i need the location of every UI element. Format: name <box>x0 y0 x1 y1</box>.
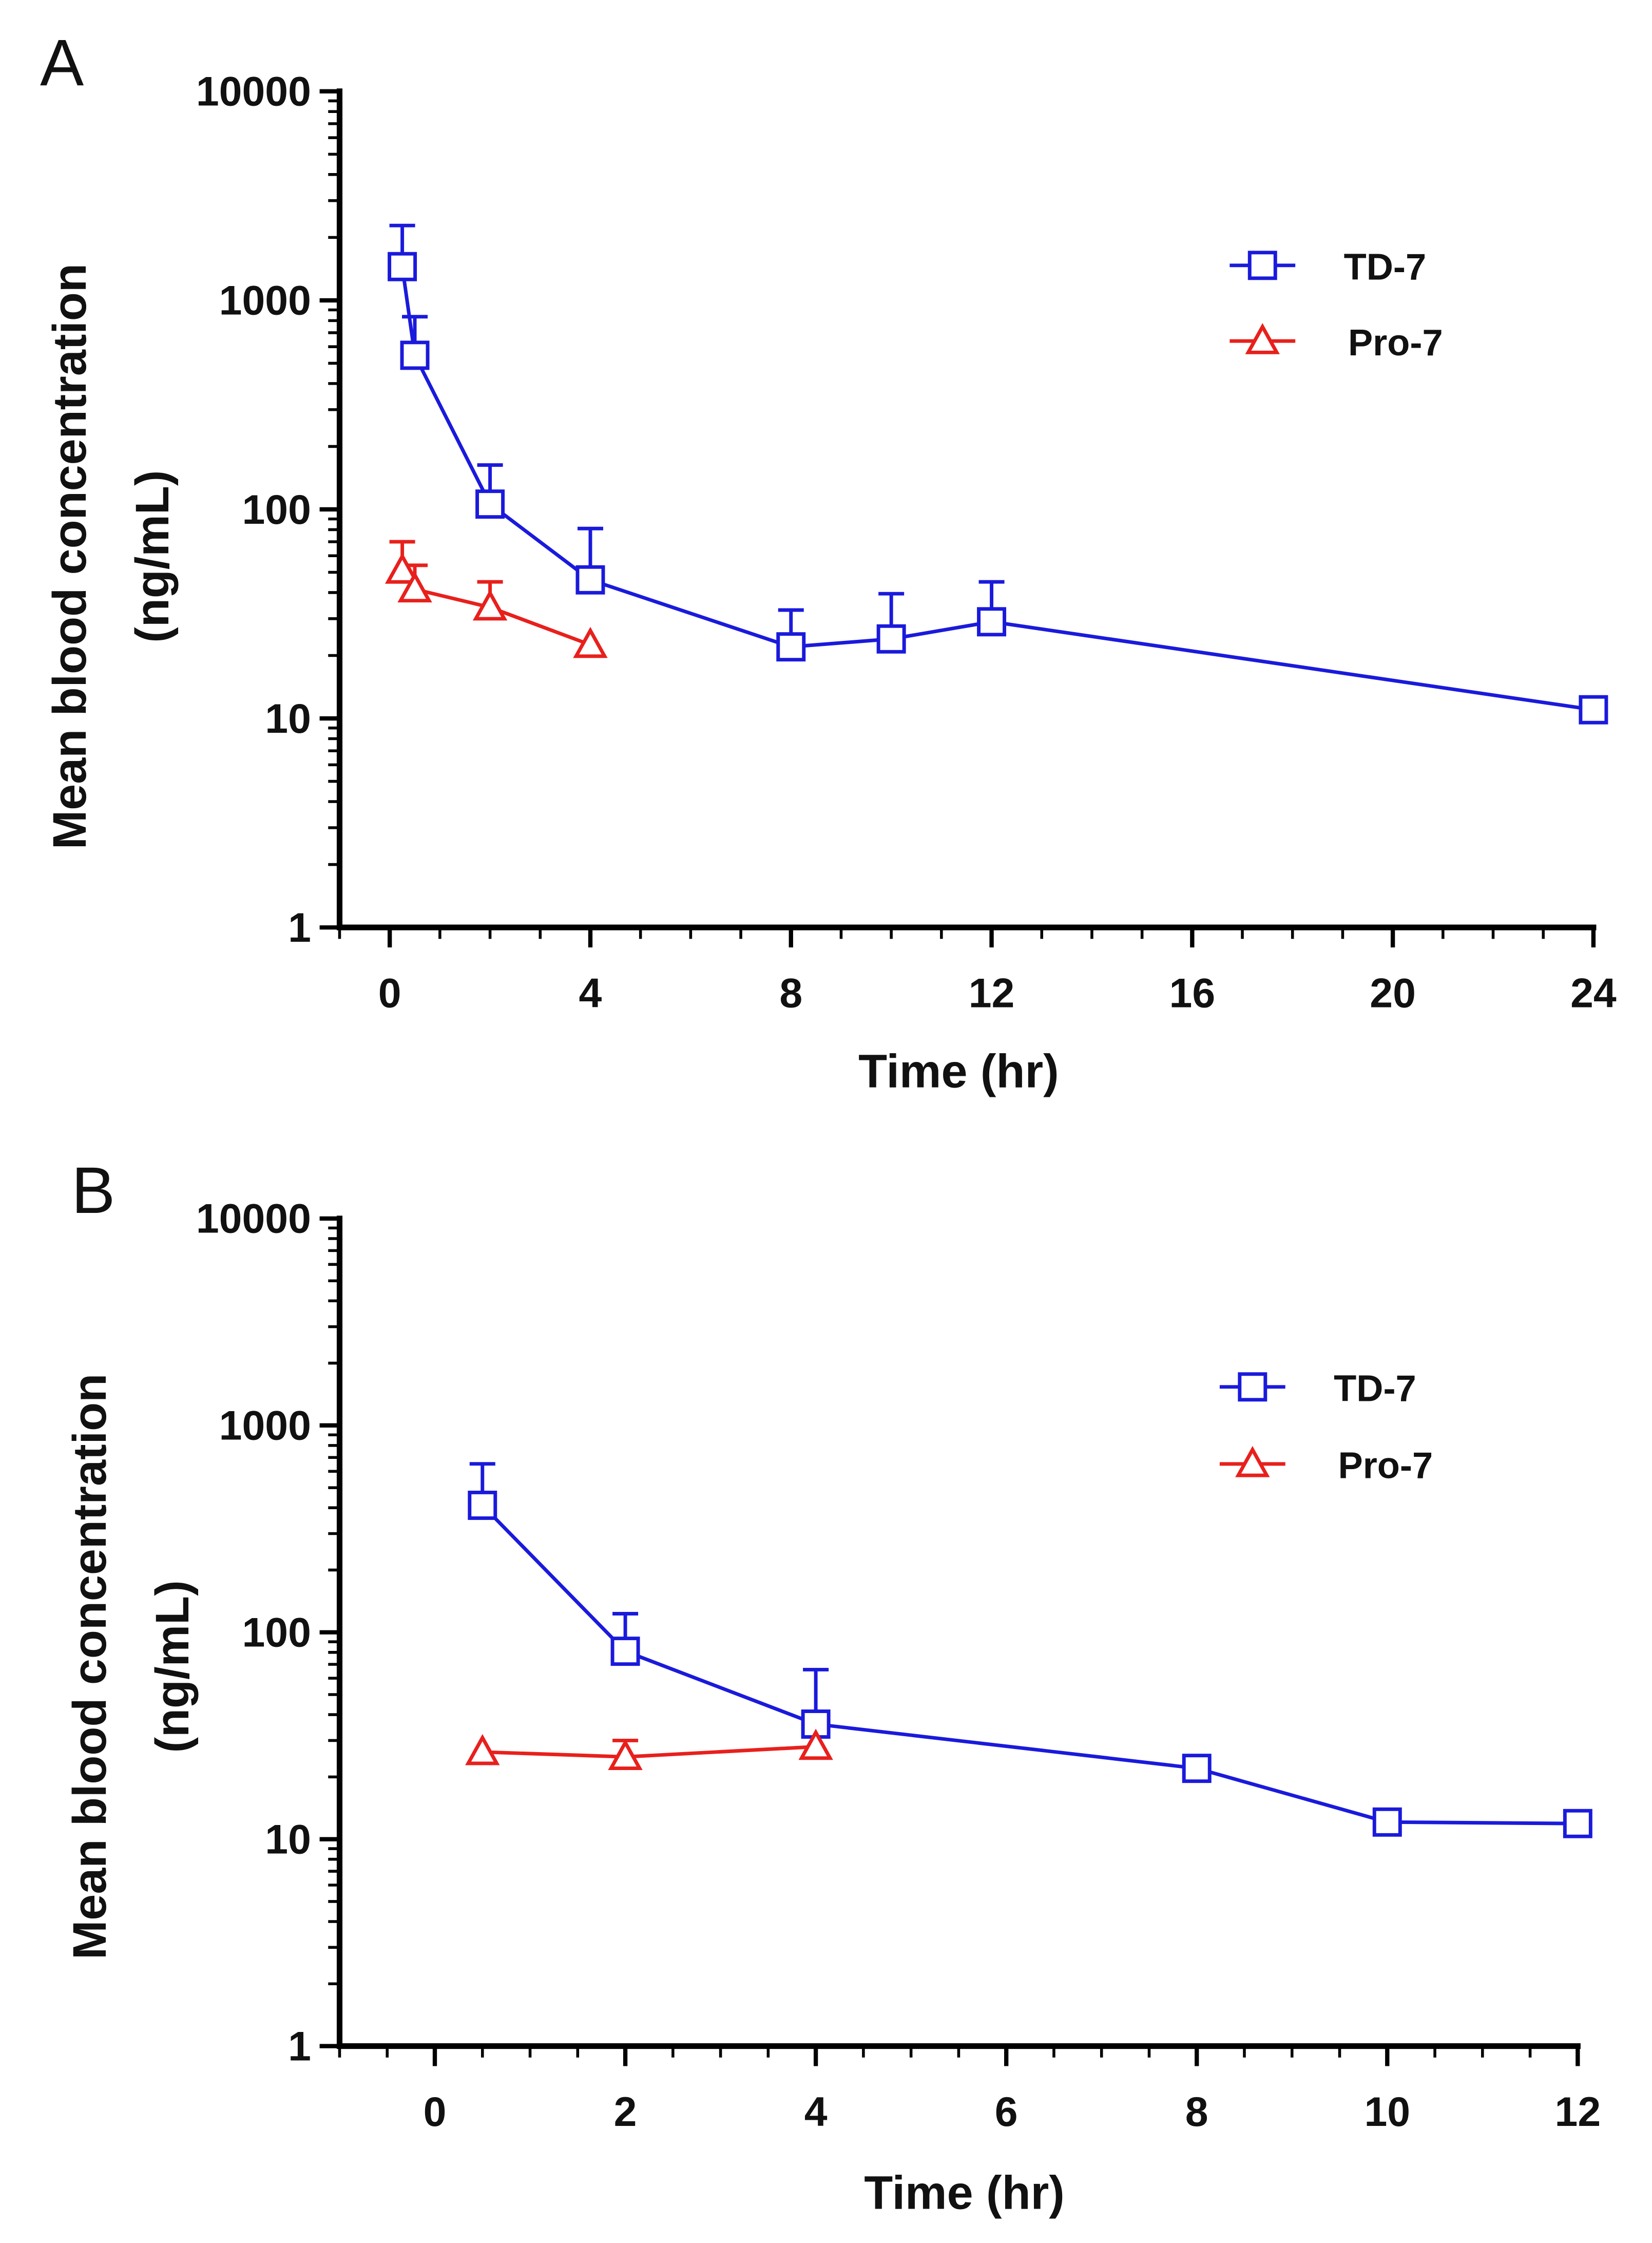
legend-marker <box>1238 1372 1267 1402</box>
y-tick-label: 10000 <box>196 69 311 115</box>
y-tick-label: 100 <box>242 1610 311 1656</box>
data-point <box>801 1709 831 1739</box>
legend-marker <box>1247 251 1277 280</box>
data-point <box>1372 1807 1402 1837</box>
data-point <box>475 489 505 519</box>
series-pro-7 <box>385 540 608 658</box>
y-axis-title-line2: (ng/mL) <box>146 1580 199 1753</box>
x-tick-label: 4 <box>579 971 602 1017</box>
legend-item-td-7: TD-7 <box>1230 247 1426 288</box>
data-point <box>1182 1754 1212 1783</box>
panel-label: A <box>40 27 84 100</box>
legend-label: Pro-7 <box>1338 1446 1433 1487</box>
data-point <box>798 1728 833 1760</box>
panel-B: B 1 10 100 1000 10000 0 2 4 6 8 10 12 Time (hr) Mean b… <box>64 1154 1601 2219</box>
x-tick-label: 0 <box>424 2089 447 2135</box>
series-line <box>482 1745 816 1759</box>
legend-marker <box>1245 323 1280 354</box>
x-tick-label: 8 <box>779 971 802 1017</box>
legend-item-pro-7: Pro-7 <box>1219 1446 1433 1487</box>
data-point <box>610 1637 640 1666</box>
y-tick-label: 10 <box>265 1816 311 1862</box>
data-point <box>468 1490 497 1520</box>
y-axis-title-line2: (ng/mL) <box>126 470 179 643</box>
data-point <box>876 624 906 654</box>
series-line <box>481 1504 1578 1826</box>
x-tick-label: 12 <box>969 971 1015 1017</box>
legend-label: Pro-7 <box>1348 322 1443 364</box>
data-point <box>977 607 1007 637</box>
y-tick-label: 1 <box>288 905 311 951</box>
y-tick-label: 100 <box>242 487 311 533</box>
legend-item-pro-7: Pro-7 <box>1230 322 1443 364</box>
panel-label: B <box>71 1154 115 1227</box>
data-point <box>397 571 432 603</box>
data-point <box>575 565 605 595</box>
y-tick-label: 10 <box>265 696 311 742</box>
series-td-7 <box>388 223 1608 725</box>
legend-item-td-7: TD-7 <box>1219 1368 1416 1410</box>
data-point <box>1563 1809 1592 1838</box>
x-tick-label: 8 <box>1185 2089 1208 2135</box>
x-axis-title: Time (hr) <box>864 2166 1065 2219</box>
x-tick-label: 24 <box>1570 971 1617 1017</box>
legend-label: TD-7 <box>1334 1368 1416 1410</box>
data-point <box>385 553 420 584</box>
series-line <box>400 266 1594 712</box>
data-point <box>465 1734 500 1765</box>
legend-marker <box>1235 1446 1270 1477</box>
x-tick-label: 0 <box>378 971 401 1017</box>
data-point <box>400 340 430 370</box>
series-pro-7 <box>465 1728 833 1771</box>
panel-A: A 1 10 100 1000 10000 0 4 8 12 16 20 24 Time (hr) Mean… <box>40 27 1617 1098</box>
x-tick-label: 16 <box>1169 971 1216 1017</box>
data-point <box>472 589 508 621</box>
data-point <box>776 632 806 662</box>
legend-label: TD-7 <box>1344 247 1427 288</box>
data-point <box>573 626 608 658</box>
y-tick-label: 1000 <box>219 1403 311 1449</box>
series-td-7 <box>468 1462 1592 1838</box>
data-point <box>388 252 417 281</box>
x-axis-title: Time (hr) <box>858 1045 1059 1097</box>
data-point <box>608 1739 643 1771</box>
y-tick-label: 1000 <box>219 278 311 324</box>
y-tick-label: 10000 <box>196 1196 311 1242</box>
y-axis-title-line1: Mean blood concentration <box>44 263 96 849</box>
data-point <box>1579 695 1608 725</box>
y-tick-label: 1 <box>288 2023 311 2069</box>
x-tick-label: 2 <box>614 2089 637 2135</box>
y-axis-title-line1: Mean blood concentration <box>64 1374 116 1960</box>
x-tick-label: 12 <box>1555 2089 1601 2135</box>
x-tick-label: 6 <box>995 2089 1018 2135</box>
x-tick-label: 20 <box>1370 971 1416 1017</box>
x-tick-label: 4 <box>804 2089 828 2135</box>
x-tick-label: 10 <box>1364 2089 1410 2135</box>
